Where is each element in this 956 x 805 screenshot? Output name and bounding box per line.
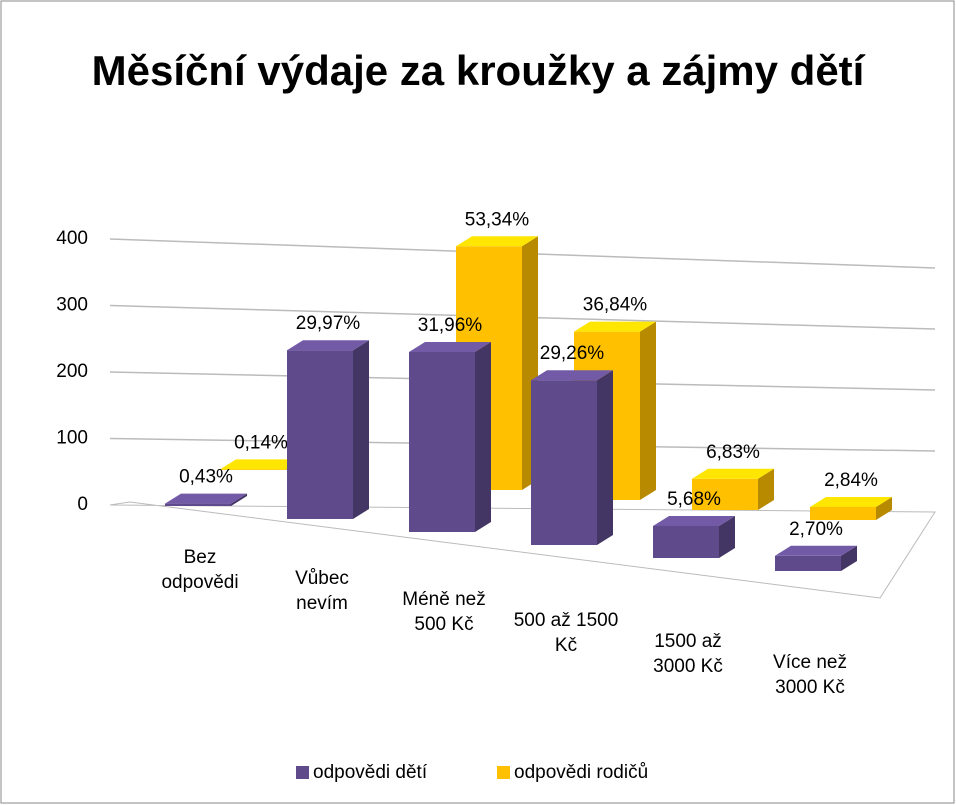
bar-side [876,497,892,520]
legend-label: odpovědi rodičů [514,762,648,783]
y-tick-label: 0 [77,494,88,515]
x-tick-label: Více než 3000 Kč [773,652,847,698]
bar-front [409,352,475,532]
value-label: 36,84% [583,295,648,316]
bar [409,342,491,532]
value-label: 0,43% [179,467,233,488]
bar [531,370,613,545]
bar-side [353,340,369,519]
bar-front [287,350,353,519]
bar [287,340,369,519]
bar-side [758,468,774,510]
bar-front [810,507,876,520]
bar [692,468,774,510]
x-tick-label: 500 až 1500 Kč [513,610,619,656]
y-tick-label: 200 [56,361,88,382]
value-label: 2,84% [824,470,878,491]
legend-swatch [296,766,309,779]
bar-side [719,516,735,558]
bar-front [692,478,758,510]
bar-front [653,526,719,558]
bar-side [640,321,656,500]
value-label: 0,14% [234,432,288,453]
bar [165,493,247,506]
bar-top [456,236,538,247]
x-tick-label: Vůbec nevím [295,568,349,614]
bar-side [841,545,857,571]
bar [810,497,892,520]
bar-front [220,469,286,470]
value-label: 53,34% [465,209,530,230]
bar-top [692,468,774,479]
bar-top [165,493,247,504]
chart-title: Měsíční výdaje za kroužky a zájmy dětí [91,47,865,94]
bar-top [287,340,369,351]
legend-swatch [497,766,510,779]
bar-top [574,321,656,332]
bar-front [531,380,597,545]
value-label: 29,97% [296,313,361,334]
y-tick-label: 400 [56,228,88,249]
bar-side [231,493,247,506]
bar [775,545,857,571]
y-tick-label: 300 [56,295,88,316]
value-label: 31,96% [418,315,483,336]
bar-top [409,342,491,352]
bar-top [653,516,735,526]
y-tick-label: 100 [56,428,88,449]
value-label: 2,70% [789,519,843,540]
x-tick-label: 1500 až 3000 Kč [653,631,723,677]
bar-top [220,459,302,470]
legend-label: odpovědi dětí [313,762,428,783]
x-tick-label: Bez odpovědi [161,547,239,593]
x-tick-label: Méně než 500 Kč [402,589,486,635]
floor [109,501,936,599]
bar-front [165,503,231,506]
value-label: 5,68% [667,489,721,510]
value-label: 6,83% [706,442,760,463]
bar-top [531,370,613,381]
value-label: 29,26% [540,343,605,364]
bar-side [597,370,613,545]
bar-front [775,555,841,571]
bar-side [475,342,491,532]
bar-top [810,497,892,507]
bar-top [775,545,857,556]
bar [653,516,735,558]
